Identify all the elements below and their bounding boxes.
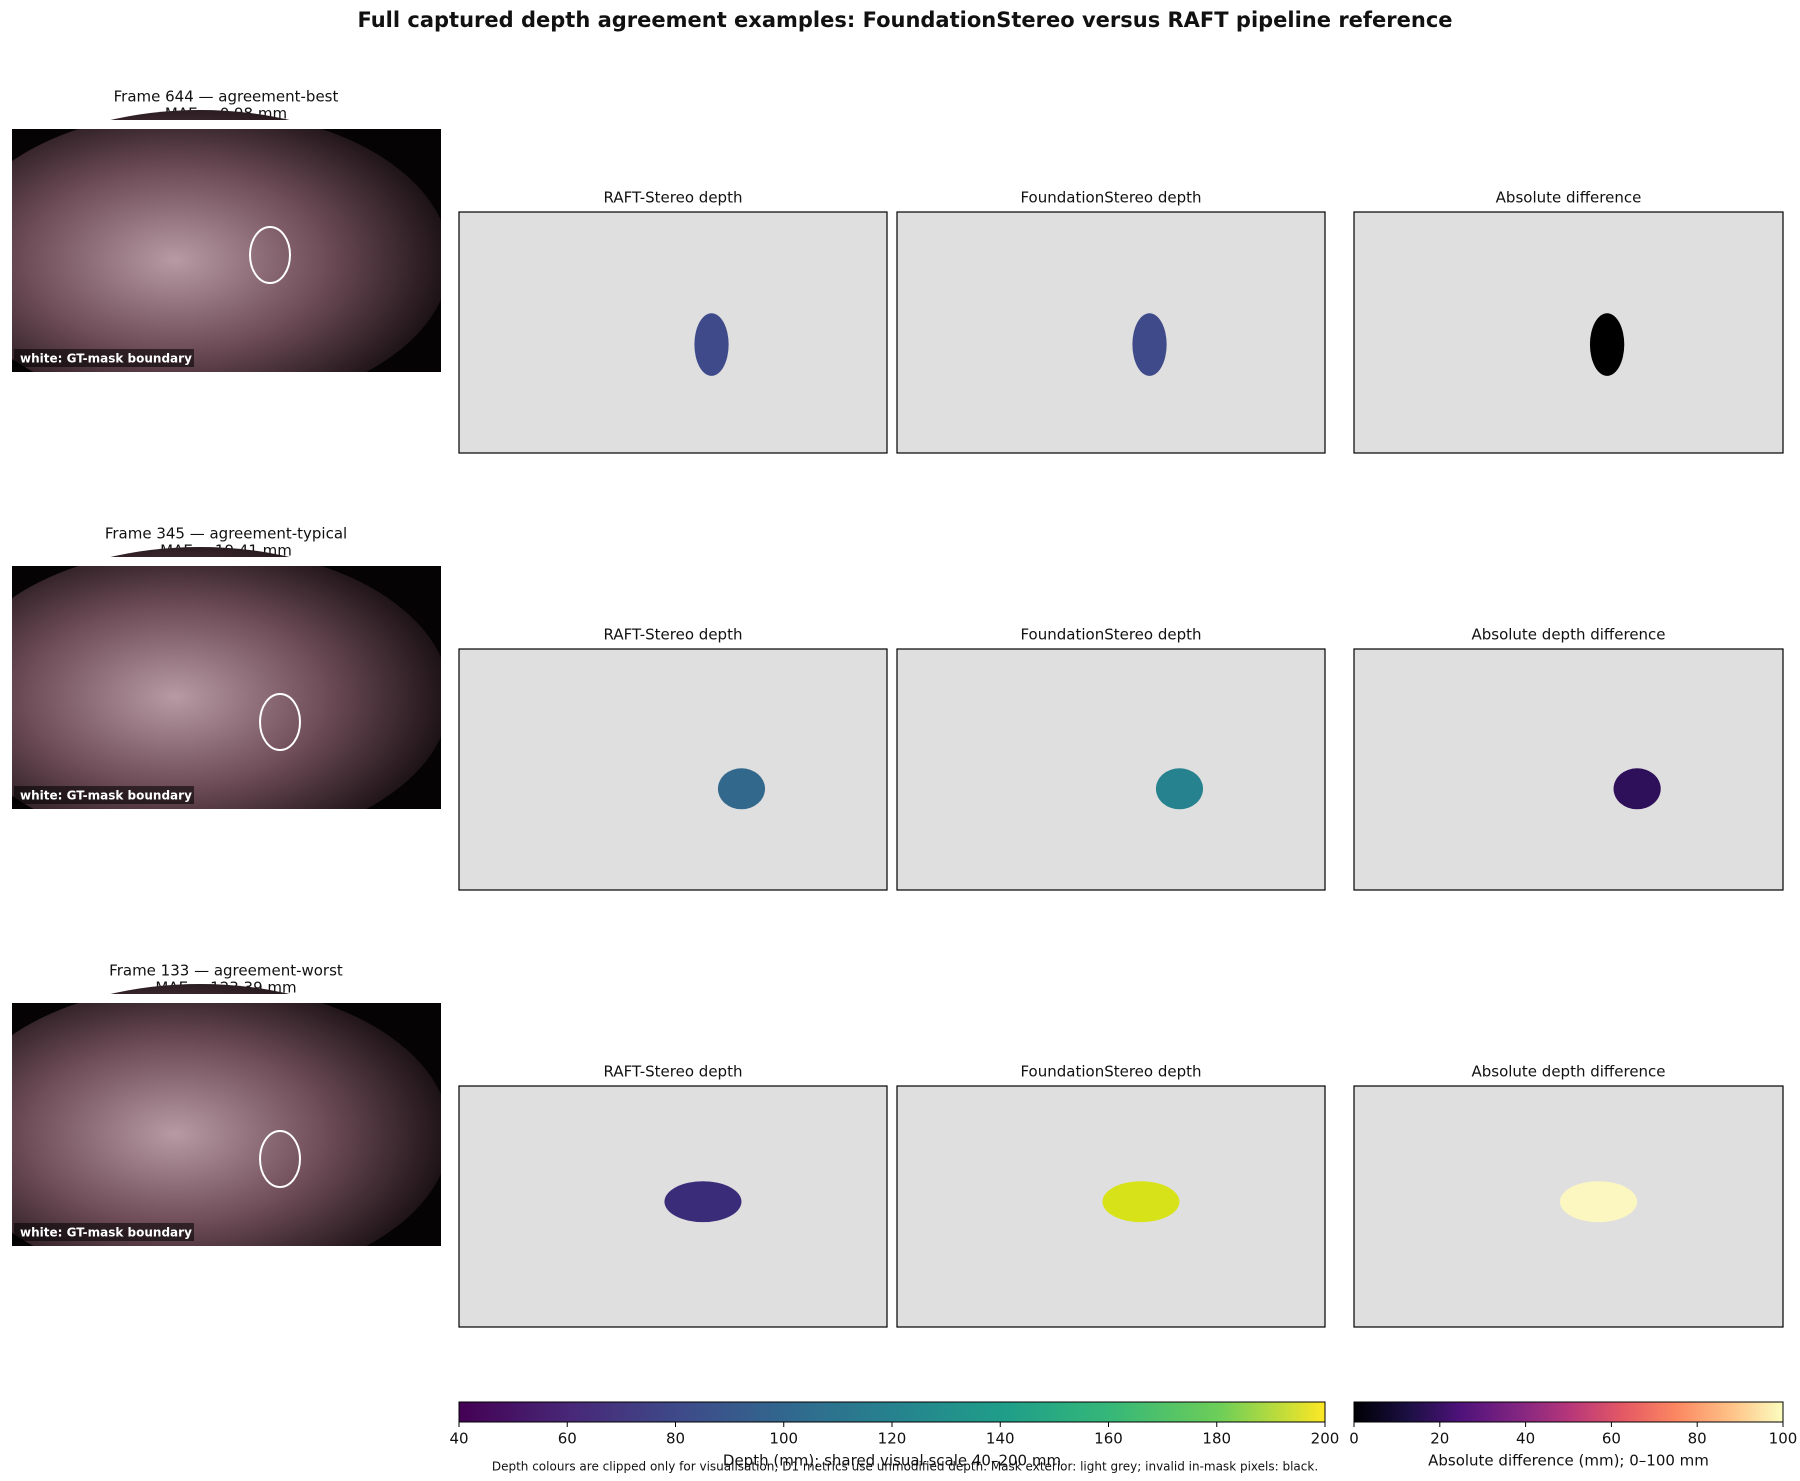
- mask-region: [717, 768, 766, 810]
- mask-region: [1559, 1181, 1638, 1223]
- colorbar: [1353, 1401, 1784, 1423]
- colorbar-tick-label: 60: [1602, 1430, 1621, 1448]
- panel: [896, 648, 1326, 891]
- overlay-note: white: GT-mask boundary: [20, 352, 192, 366]
- overlay-note: white: GT-mask boundary: [20, 1226, 192, 1240]
- panel-title: Absolute difference: [1496, 189, 1642, 207]
- mask-region: [664, 1181, 742, 1223]
- colorbar-label: Depth (mm); shared visual scale 40–200 m…: [723, 1452, 1061, 1470]
- mask-region: [1102, 1181, 1180, 1223]
- panel-title: RAFT-Stereo depth: [604, 626, 743, 644]
- mask-region: [1589, 313, 1625, 376]
- frame-label: Frame 345 — agreement-typical: [105, 525, 347, 543]
- gt-boundary: [259, 693, 301, 751]
- overlay-bg: [14, 786, 194, 804]
- panel-title: RAFT-Stereo depth: [604, 189, 743, 207]
- colorbar-tick-label: 120: [878, 1430, 907, 1448]
- mask-region: [694, 313, 729, 376]
- colorbar: [458, 1401, 1326, 1423]
- colorbar-tick-label: 100: [769, 1430, 798, 1448]
- footnote: Depth colours are clipped only for visua…: [492, 1460, 1318, 1474]
- colorbar-tick-label: 160: [1094, 1430, 1123, 1448]
- colorbar-tick-label: 60: [558, 1430, 577, 1448]
- photo-clip: [441, 974, 459, 1274]
- colorbar-label: Absolute difference (mm); 0–100 mm: [1428, 1452, 1709, 1470]
- panel: [458, 211, 888, 454]
- frame-label: Frame 644 — agreement-best: [114, 88, 339, 106]
- colorbar-tick-label: 180: [1202, 1430, 1231, 1448]
- panel: [1353, 648, 1784, 891]
- panel: [896, 211, 1326, 454]
- photo-clip: [0, 557, 459, 566]
- colorbar-tick-label: 0: [1349, 1430, 1359, 1448]
- panel-title: Absolute depth difference: [1471, 626, 1665, 644]
- photo-clip: [0, 1246, 459, 1306]
- photo-clip: [0, 537, 12, 837]
- mask-region: [1155, 768, 1204, 810]
- panel-title: FoundationStereo depth: [1020, 1063, 1201, 1081]
- colorbar-tick-label: 20: [1430, 1430, 1449, 1448]
- overlay-bg: [14, 1223, 194, 1241]
- mask-region: [1132, 313, 1167, 376]
- panel: [458, 648, 888, 891]
- photo-clip: [0, 120, 459, 129]
- mask-region: [1613, 768, 1661, 810]
- figure-title: Full captured depth agreement examples: …: [357, 8, 1452, 32]
- colorbar-tick-label: 200: [1311, 1430, 1340, 1448]
- colorbar-tick-label: 80: [666, 1430, 685, 1448]
- colorbar-tick-label: 140: [986, 1430, 1015, 1448]
- photo-clip: [441, 537, 459, 837]
- panel-title: RAFT-Stereo depth: [604, 1063, 743, 1081]
- photo-clip: [0, 809, 459, 869]
- photo-tissue: [0, 547, 450, 847]
- photo-clip: [441, 100, 459, 400]
- colorbar-tick-label: 80: [1688, 1430, 1707, 1448]
- photo-clip: [0, 100, 12, 400]
- overlay-bg: [14, 349, 194, 367]
- gt-boundary: [249, 226, 291, 284]
- panel: [1353, 211, 1784, 454]
- panel-title: FoundationStereo depth: [1020, 626, 1201, 644]
- colorbar-tick-label: 40: [1516, 1430, 1535, 1448]
- overlay-note: white: GT-mask boundary: [20, 789, 192, 803]
- gt-boundary: [259, 1130, 301, 1188]
- photo-clip: [0, 372, 459, 432]
- panel-title: FoundationStereo depth: [1020, 189, 1201, 207]
- panel-title: Absolute depth difference: [1471, 1063, 1665, 1081]
- colorbar-tick-label: 40: [449, 1430, 468, 1448]
- photo-clip: [0, 974, 12, 1274]
- colorbar-tick-label: 100: [1769, 1430, 1798, 1448]
- photo-clip: [0, 994, 459, 1003]
- photo-tissue: [0, 984, 450, 1284]
- photo-tissue: [0, 110, 450, 410]
- frame-label: Frame 133 — agreement-worst: [109, 962, 343, 980]
